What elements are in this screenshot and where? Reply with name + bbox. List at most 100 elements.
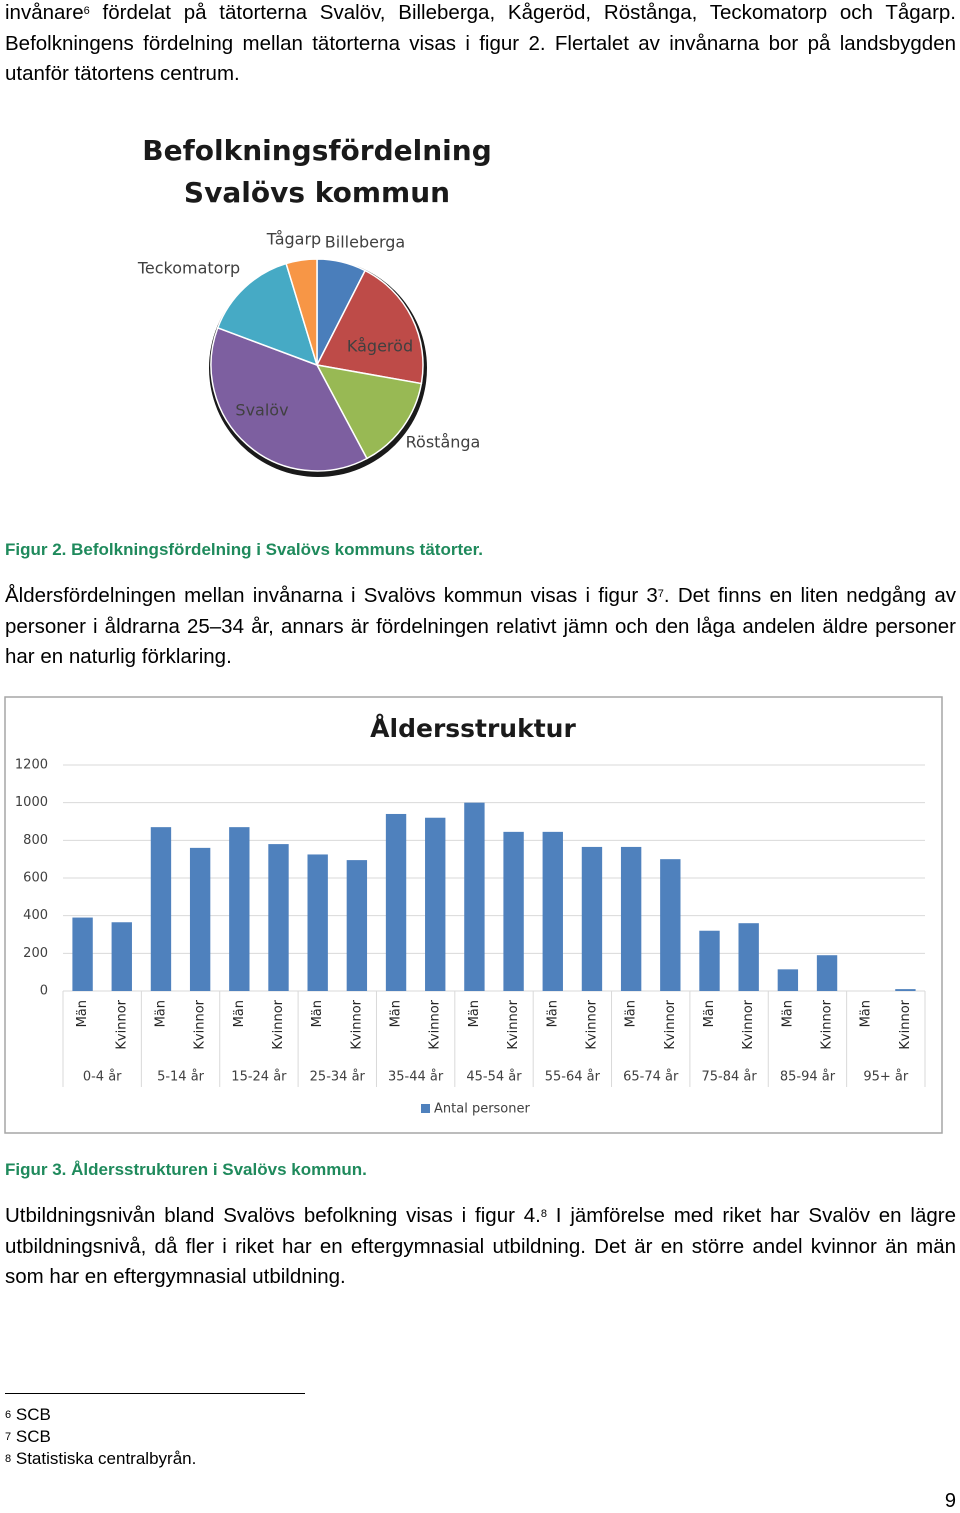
y-tick-label: 1000 xyxy=(15,795,48,810)
group-label: 5-14 år xyxy=(157,1070,205,1085)
slice-label: Billeberga xyxy=(325,233,405,252)
text: I jämförelse med riket har Svalöv en läg… xyxy=(5,1204,956,1288)
x-tick-label: Kvinnor xyxy=(820,999,835,1049)
slice-label: Röstånga xyxy=(406,433,481,452)
y-tick-label: 400 xyxy=(23,908,48,923)
footnote-rule xyxy=(5,1393,305,1394)
page-number: 9 xyxy=(944,1490,956,1512)
footnote-text: SCB xyxy=(15,1405,51,1424)
caption: Figur 2. Befolkningsfördelning i Svalövs… xyxy=(5,540,483,559)
group-label: 45-54 år xyxy=(466,1070,522,1085)
group-label: 25-34 år xyxy=(310,1070,366,1085)
footnote-number: 6 xyxy=(5,1409,12,1421)
text: fördelat på tätorterna Svalöv, Billeberg… xyxy=(5,1,956,85)
group-label: 0-4 år xyxy=(83,1070,122,1085)
slice-label: Svalöv xyxy=(235,401,288,420)
pie-slice xyxy=(285,258,318,366)
legend-label: Antal personer xyxy=(434,1102,530,1117)
bar xyxy=(425,817,446,991)
slice-label: Kågeröd xyxy=(347,337,413,356)
bar xyxy=(620,846,642,991)
bar xyxy=(699,930,720,991)
x-tick-label: Kvinnor xyxy=(663,999,678,1049)
chart-title: Svalövs kommun xyxy=(184,176,450,209)
bar xyxy=(307,854,328,991)
pie-slice xyxy=(216,262,319,367)
footnote-text: Statistiska centralbyrån. xyxy=(15,1449,197,1468)
footnote-ref: 7 xyxy=(657,588,664,600)
footnote-ref: 8 xyxy=(540,1208,547,1220)
bar xyxy=(738,923,759,991)
bar xyxy=(189,847,211,991)
x-tick-label: Män xyxy=(310,1000,325,1027)
group-label: 95+ år xyxy=(863,1070,909,1085)
bar xyxy=(111,922,132,991)
footnote-number: 8 xyxy=(5,1453,12,1465)
footnote: 6 SCB xyxy=(5,1404,51,1426)
x-tick-label: Män xyxy=(153,1000,168,1027)
bar xyxy=(464,802,485,991)
x-tick-label: Kvinnor xyxy=(193,999,208,1049)
x-tick-label: Kvinnor xyxy=(271,999,286,1049)
x-tick-label: Kvinnor xyxy=(349,999,364,1049)
x-tick-label: Män xyxy=(624,1000,639,1027)
bar xyxy=(542,831,563,991)
y-tick-label: 600 xyxy=(23,871,48,886)
footnote: 8 Statistiska centralbyrån. xyxy=(5,1448,196,1470)
x-tick-label: Män xyxy=(232,1000,247,1027)
group-label: 75-84 år xyxy=(701,1070,757,1085)
bar xyxy=(503,831,524,991)
x-tick-label: Kvinnor xyxy=(506,999,521,1049)
bar xyxy=(229,827,250,991)
bar xyxy=(268,844,289,991)
x-tick-label: Kvinnor xyxy=(428,999,443,1049)
group-label: 15-24 år xyxy=(231,1070,287,1085)
x-tick-label: Kvinnor xyxy=(741,999,756,1049)
chart-title: Åldersstruktur xyxy=(370,714,576,743)
group-label: 85-94 år xyxy=(780,1070,836,1085)
bar xyxy=(660,859,681,991)
x-tick-label: Kvinnor xyxy=(584,999,599,1049)
text: Åldersfördelningen mellan invånarna i Sv… xyxy=(5,584,658,607)
footnote-text: SCB xyxy=(15,1427,51,1446)
x-tick-label: Män xyxy=(545,1000,560,1027)
y-tick-label: 200 xyxy=(23,946,48,961)
paragraph: invånare6 fördelat på tätorterna Svalöv,… xyxy=(5,0,956,90)
slice-label: Tågarp xyxy=(266,230,321,249)
caption: Figur 3. Åldersstrukturen i Svalövs komm… xyxy=(5,1160,367,1179)
bar xyxy=(816,955,838,991)
bar xyxy=(581,846,603,991)
group-label: 55-64 år xyxy=(545,1070,601,1085)
bar xyxy=(346,860,368,991)
chart-title: Befolkningsfördelning xyxy=(142,134,492,167)
footnote: 7 SCB xyxy=(5,1426,51,1448)
pie-slice xyxy=(315,363,423,460)
x-tick-label: Män xyxy=(467,1000,482,1027)
x-tick-label: Män xyxy=(702,1000,717,1027)
x-tick-label: Män xyxy=(780,1000,795,1027)
x-tick-label: Män xyxy=(859,1000,874,1027)
slice-label: Teckomatorp xyxy=(137,259,240,278)
pie-slice xyxy=(315,269,424,385)
text: invånare xyxy=(5,1,84,24)
footnote-ref: 6 xyxy=(83,5,90,17)
bar xyxy=(777,969,799,991)
y-tick-label: 800 xyxy=(23,833,48,848)
text: . Det finns en liten nedgång av personer… xyxy=(5,584,956,668)
bar xyxy=(150,827,172,991)
bar xyxy=(895,989,916,991)
text: Utbildningsnivån bland Svalövs befolknin… xyxy=(5,1204,541,1227)
group-label: 35-44 år xyxy=(388,1070,444,1085)
legend-swatch xyxy=(421,1104,430,1113)
x-tick-label: Män xyxy=(389,1000,404,1027)
y-tick-label: 1200 xyxy=(15,758,48,773)
x-tick-label: Kvinnor xyxy=(898,999,913,1049)
footnote-number: 7 xyxy=(5,1431,12,1443)
bar xyxy=(385,813,407,991)
bar xyxy=(72,917,93,991)
paragraph: Åldersfördelningen mellan invånarna i Sv… xyxy=(5,581,956,673)
y-tick-label: 0 xyxy=(40,984,48,999)
x-tick-label: Män xyxy=(75,1000,90,1027)
